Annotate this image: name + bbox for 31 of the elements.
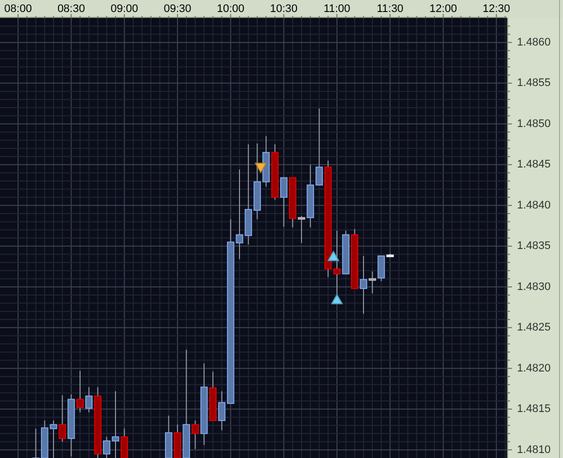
candlestick bbox=[280, 177, 288, 228]
candlestick bbox=[58, 394, 66, 442]
y-tick-label: 1.4860 bbox=[517, 36, 551, 48]
x-tick-label: 09:00 bbox=[110, 3, 138, 15]
x-tick-label: 11:30 bbox=[376, 3, 404, 15]
y-tick-label: 1.4815 bbox=[517, 403, 551, 416]
candlestick bbox=[85, 386, 93, 413]
x-tick-label: 09:30 bbox=[164, 3, 192, 15]
x-tick-label: 08:30 bbox=[57, 3, 85, 15]
x-tick-label: 10:30 bbox=[270, 3, 298, 15]
x-tick-label: 12:00 bbox=[429, 3, 457, 15]
y-tick-label: 1.4830 bbox=[517, 280, 551, 293]
y-tick-label: 1.4855 bbox=[517, 77, 551, 90]
x-tick-label: 11:00 bbox=[324, 3, 350, 15]
y-tick-label: 1.4820 bbox=[517, 362, 551, 374]
candlestick bbox=[120, 428, 128, 458]
x-tick-label: 10:00 bbox=[216, 3, 244, 15]
x-tick-label: 12:30 bbox=[482, 3, 510, 15]
candlestick bbox=[378, 255, 385, 282]
x-tick-label: 08:00 bbox=[4, 3, 32, 15]
candlestick bbox=[360, 255, 368, 314]
candlestick bbox=[368, 270, 376, 294]
y-tick-label: 1.4835 bbox=[517, 240, 551, 252]
candlestick bbox=[76, 370, 84, 413]
y-tick-label: 1.4840 bbox=[517, 199, 551, 212]
candlestick bbox=[298, 216, 306, 244]
y-tick-label: 1.4825 bbox=[517, 322, 551, 334]
y-tick-label: 1.4845 bbox=[517, 158, 551, 171]
candlestick bbox=[192, 420, 199, 450]
y-tick-label: 1.4850 bbox=[517, 118, 551, 130]
y-tick-label: 1.4810 bbox=[517, 444, 551, 456]
